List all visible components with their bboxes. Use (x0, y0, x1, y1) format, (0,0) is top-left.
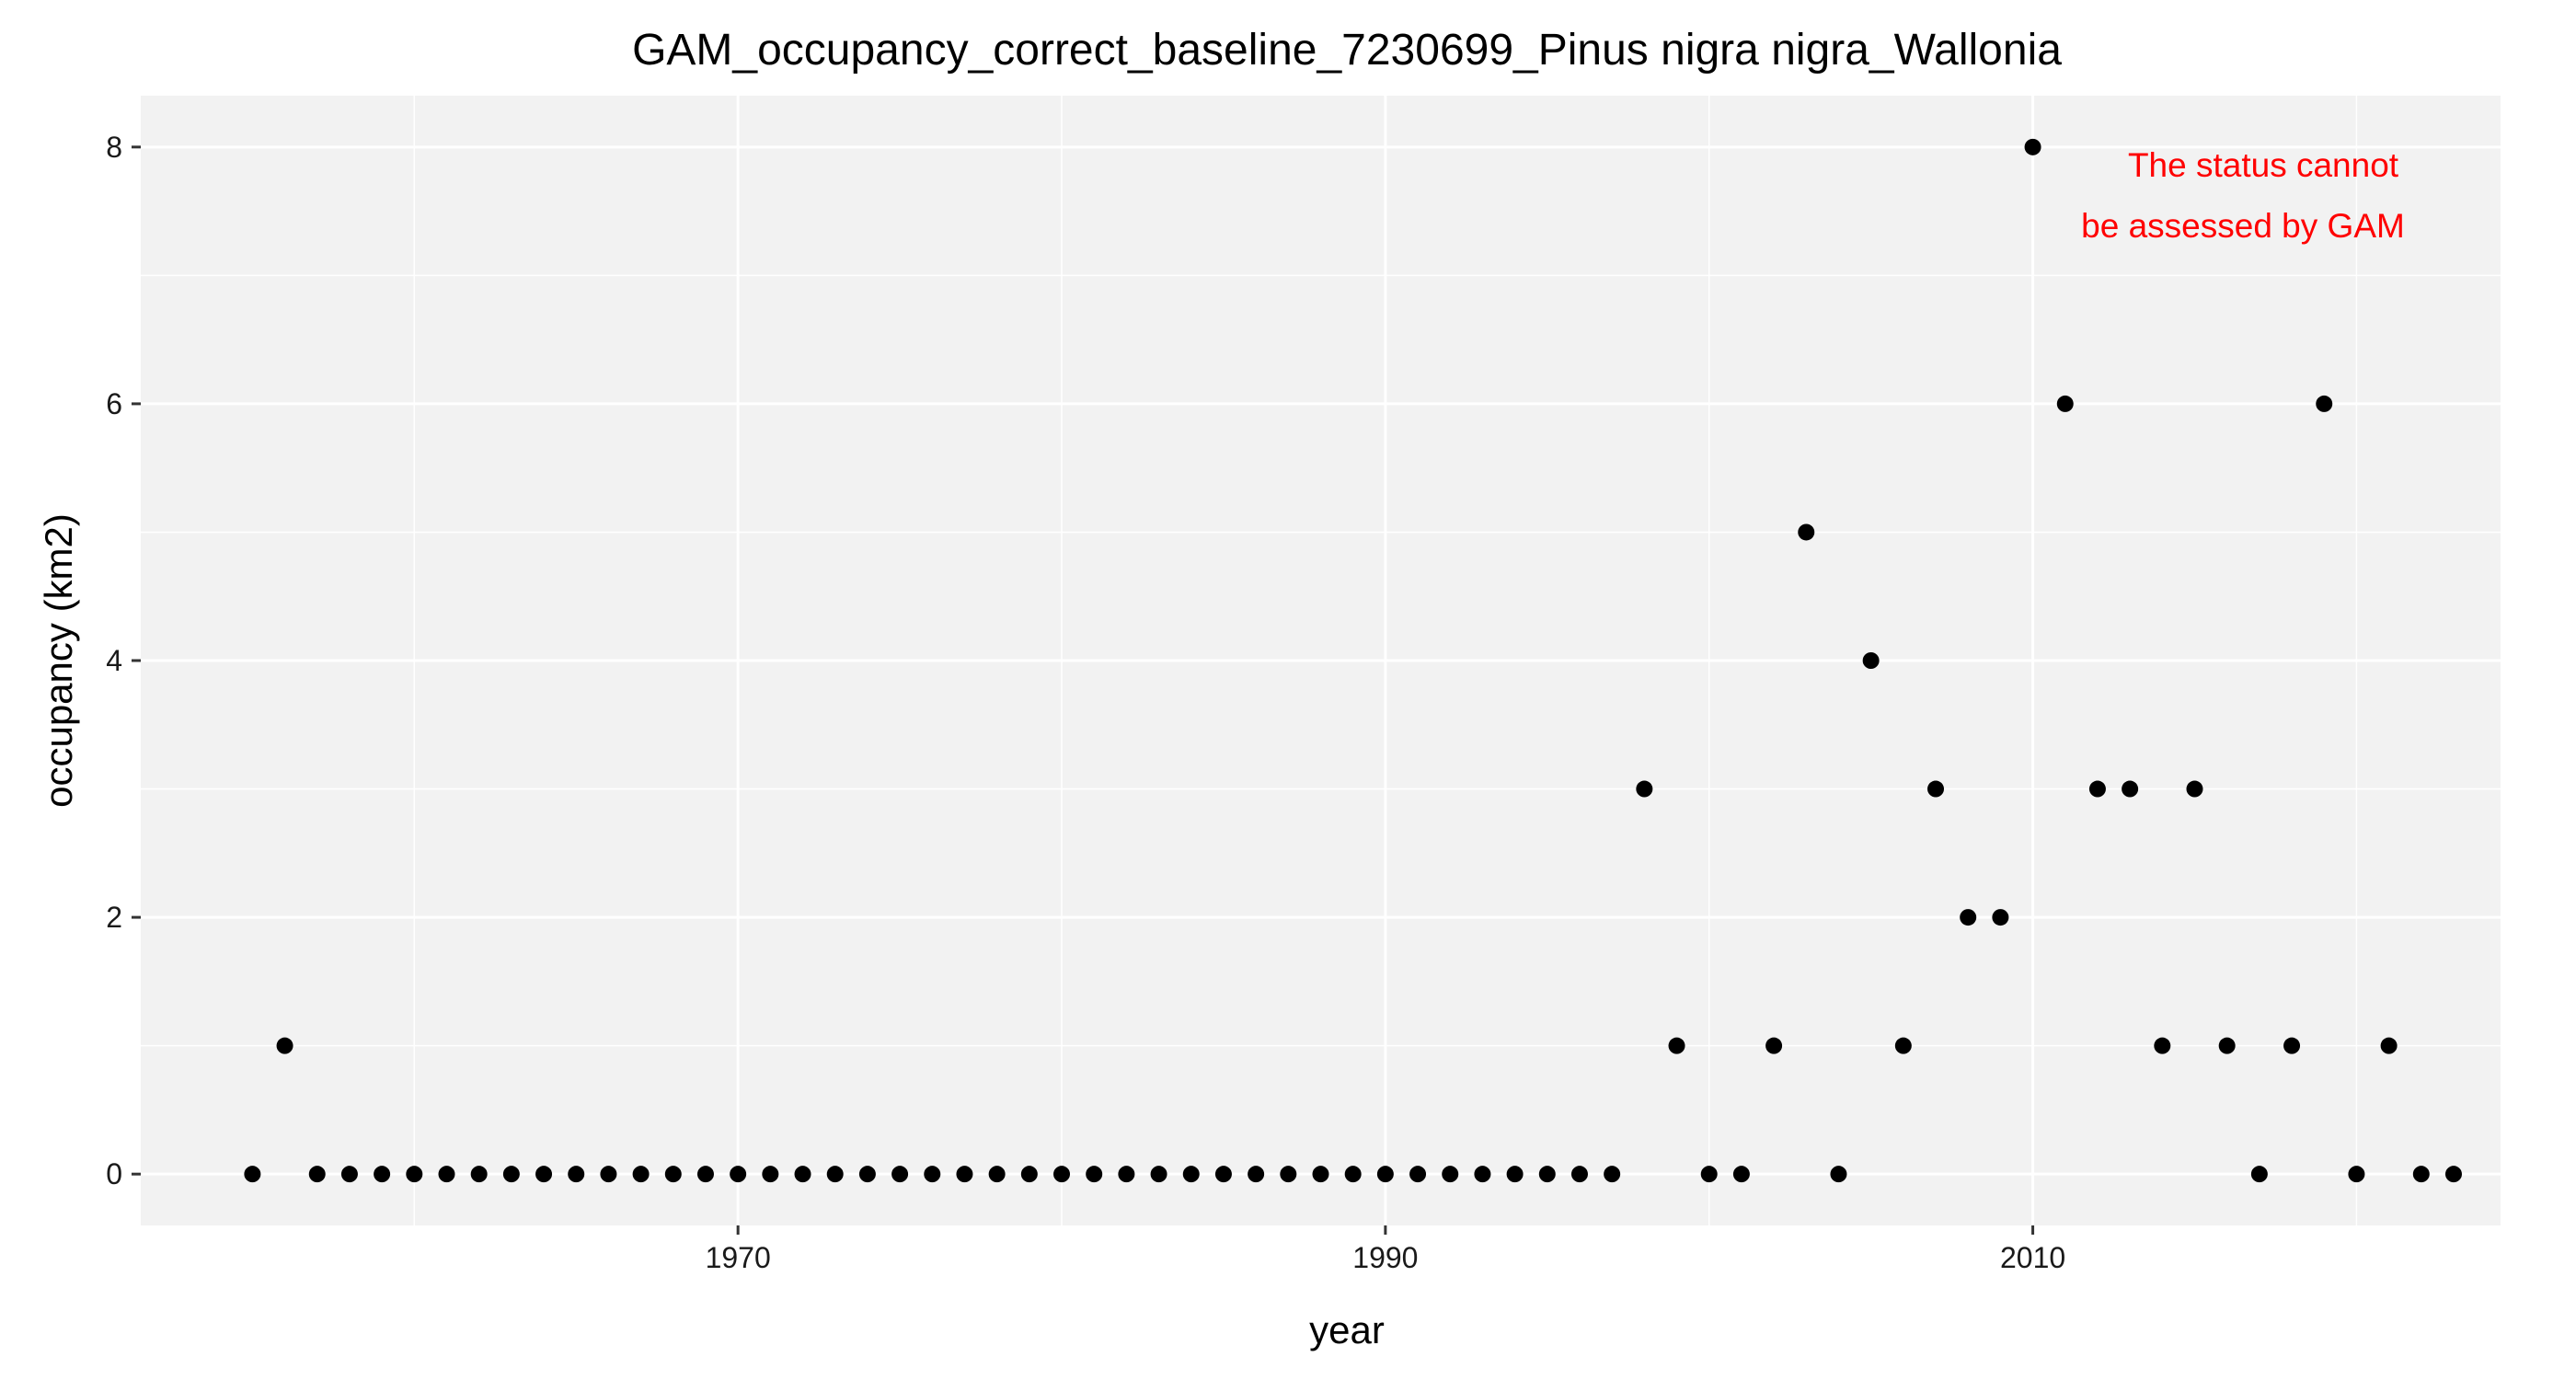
data-point (2283, 1037, 2301, 1054)
data-point (2122, 780, 2139, 798)
data-point (340, 1166, 358, 1183)
data-point (1570, 1166, 1588, 1183)
data-point (696, 1166, 714, 1183)
data-point (406, 1166, 423, 1183)
y-tick-label: 6 (106, 387, 122, 420)
x-axis-label: year (1309, 1308, 1385, 1351)
data-point (1118, 1166, 1135, 1183)
data-point (956, 1166, 973, 1183)
data-point (1927, 780, 1945, 798)
data-point (1894, 1037, 1912, 1054)
data-point (1668, 1037, 1685, 1054)
annotation-line-1: The status cannot (2128, 146, 2399, 184)
data-point (858, 1166, 876, 1183)
data-point (2056, 395, 2074, 412)
data-point (1960, 909, 1977, 926)
data-point (470, 1166, 488, 1183)
data-point (891, 1166, 909, 1183)
data-point (2380, 1037, 2398, 1054)
data-point (1765, 1037, 1783, 1054)
x-tick-label: 1990 (1352, 1241, 1418, 1274)
data-point (1700, 1166, 1718, 1183)
data-point (535, 1166, 553, 1183)
data-point (632, 1166, 650, 1183)
data-point (1248, 1166, 1265, 1183)
data-point (2024, 138, 2041, 155)
data-point (794, 1166, 811, 1183)
data-point (1798, 523, 1815, 541)
data-point (924, 1166, 941, 1183)
data-points (244, 138, 2462, 1183)
data-point (1376, 1166, 1394, 1183)
data-point (988, 1166, 1006, 1183)
data-point (1344, 1166, 1362, 1183)
data-point (1020, 1166, 1038, 1183)
data-point (2348, 1166, 2365, 1183)
data-point (730, 1166, 747, 1183)
x-axis: 1970 1990 2010 (706, 1225, 2065, 1274)
data-point (244, 1166, 261, 1183)
data-point (438, 1166, 455, 1183)
data-point (1992, 909, 2009, 926)
data-point (568, 1166, 585, 1183)
data-point (2444, 1166, 2462, 1183)
data-point (276, 1037, 293, 1054)
y-tick-label: 2 (106, 901, 122, 934)
data-point (1182, 1166, 1200, 1183)
data-point (2154, 1037, 2171, 1054)
data-point (374, 1166, 391, 1183)
chart-title: GAM_occupancy_correct_baseline_7230699_P… (632, 26, 2062, 75)
data-point (600, 1166, 617, 1183)
y-tick-label: 0 (106, 1157, 122, 1190)
x-tick-label: 1970 (706, 1241, 771, 1274)
data-point (1474, 1166, 1491, 1183)
x-tick-label: 2010 (2000, 1241, 2065, 1274)
y-tick-label: 8 (106, 131, 122, 164)
data-point (2218, 1037, 2236, 1054)
data-point (664, 1166, 682, 1183)
data-point (2186, 780, 2203, 798)
data-point (308, 1166, 326, 1183)
data-point (1312, 1166, 1329, 1183)
y-axis: 0 2 4 6 8 (106, 131, 141, 1190)
data-point (1732, 1166, 1750, 1183)
annotation-line-2: be assessed by GAM (2081, 207, 2405, 245)
data-point (1636, 780, 1653, 798)
data-point (1538, 1166, 1556, 1183)
data-point (826, 1166, 844, 1183)
y-axis-label: occupancy (km2) (37, 513, 80, 808)
data-point (1506, 1166, 1524, 1183)
data-point (1086, 1166, 1103, 1183)
data-point (2250, 1166, 2268, 1183)
data-point (1604, 1166, 1621, 1183)
major-gridlines (141, 96, 2501, 1225)
y-tick-label: 4 (106, 644, 122, 677)
data-point (762, 1166, 779, 1183)
data-point (1409, 1166, 1427, 1183)
data-point (2088, 780, 2106, 798)
data-point (502, 1166, 520, 1183)
data-point (1280, 1166, 1297, 1183)
data-point (2316, 395, 2333, 412)
data-point (1830, 1166, 1847, 1183)
data-point (1442, 1166, 1459, 1183)
data-point (2412, 1166, 2430, 1183)
data-point (1150, 1166, 1167, 1183)
data-point (1214, 1166, 1232, 1183)
data-point (1862, 652, 1880, 669)
data-point (1053, 1166, 1071, 1183)
minor-gridlines (141, 96, 2501, 1225)
